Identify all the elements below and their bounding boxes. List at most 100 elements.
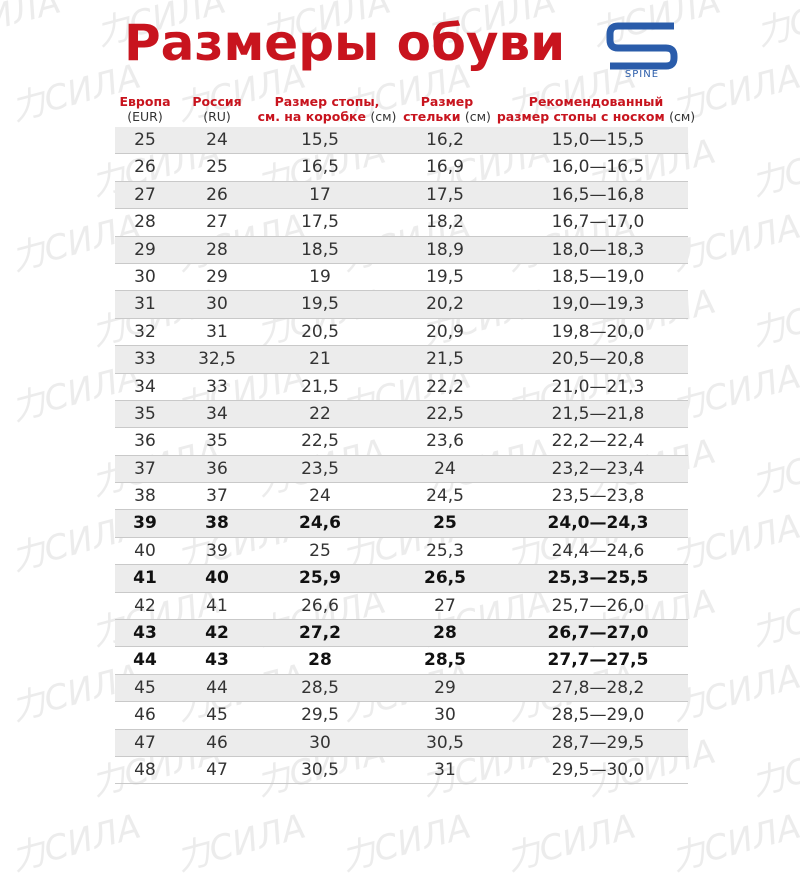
table-row: 36 35 22,5 23,6 22,2—22,4 [115,428,688,456]
cell-box: 20,5 [301,321,339,342]
table-row: 45 44 28,5 29 27,8—28,2 [115,674,688,703]
cell-ru: 45 [206,705,228,726]
cell-eur: 44 [133,650,157,671]
cell-eur: 26 [134,157,156,178]
cell-ru: 26 [206,184,228,205]
table-row: 41 40 25,9 26,5 25,3—25,5 [115,565,688,593]
cell-rec: 18,0—18,3 [551,239,645,260]
cell-rec: 20,5—20,8 [551,349,645,370]
cell-rec: 15,0—15,5 [551,130,645,150]
header-rec-unit: (см) [669,109,696,124]
cell-box: 22 [309,403,331,424]
cell-insole: 28,5 [424,650,466,671]
table-row: 31 30 19,5 20,2 19,0—19,3 [115,291,688,319]
cell-ru: 30 [206,294,228,315]
cell-eur: 38 [134,486,156,507]
header-box-line2: см. на коробке [257,109,367,124]
cell-eur: 34 [134,376,156,397]
table-row: 44 43 28 28,5 27,7—27,5 [115,647,688,675]
header-insole-line2: стельки [403,109,461,124]
cell-box: 28,5 [301,677,339,698]
header-eur-line2: (EUR) [127,109,163,124]
cell-rec: 21,5—21,8 [551,403,645,424]
cell-box: 17 [309,184,331,205]
cell-eur: 40 [134,540,156,561]
watermark-text: 力СИЛА [172,806,311,880]
table-row: 32 31 20,5 20,9 19,8—20,0 [115,319,688,347]
cell-rec: 25,3—25,5 [547,568,649,589]
watermark-text: 力СИЛА [7,806,146,880]
table-row: 40 39 25 25,3 24,4—24,6 [115,538,688,566]
cell-ru: 36 [206,458,228,479]
table-row: 42 41 26,6 27 25,7—26,0 [115,593,688,621]
cell-box: 30,5 [301,759,339,780]
header-insole-unit: (см) [464,109,491,124]
cell-rec: 29,5—30,0 [551,759,645,780]
cell-ru: 24 [206,130,228,150]
header-box-line1: Размер стопы, [274,94,380,109]
page-title: Размеры обуви [124,14,566,72]
table-row: 34 33 21,5 22,2 21,0—21,3 [115,374,688,401]
cell-insole: 21,5 [426,349,464,370]
cell-ru: 39 [206,540,228,561]
cell-ru: 41 [206,595,228,616]
cell-box: 24 [309,486,331,507]
cell-eur: 28 [134,212,156,233]
cell-box: 30 [309,732,331,753]
cell-rec: 18,5—19,0 [551,266,645,287]
cell-ru: 40 [205,568,229,589]
cell-insole: 26,5 [424,568,466,589]
cell-box: 26,6 [301,595,339,616]
cell-eur: 47 [134,732,156,753]
cell-ru: 43 [205,650,229,671]
header-recommended: Рекомендованный размер стопы с носком (с… [496,94,696,128]
cell-insole: 18,2 [426,212,464,233]
cell-eur: 31 [134,294,156,315]
cell-eur: 33 [134,349,156,370]
cell-eur: 39 [133,513,157,534]
cell-box: 21 [309,349,331,370]
cell-ru: 27 [206,212,228,233]
cell-eur: 36 [134,431,156,452]
cell-box: 21,5 [301,376,339,397]
cell-ru: 38 [205,513,229,534]
cell-insole: 25,3 [426,540,464,561]
table-row: 35 34 22 22,5 21,5—21,8 [115,400,688,429]
cell-insole: 20,2 [426,294,464,315]
header-eur: Европа (EUR) [112,94,178,128]
watermark-text: 力СИЛА [747,281,800,355]
watermark-text: 力СИЛА [337,806,476,880]
cell-rec: 24,4—24,6 [551,540,645,561]
cell-rec: 19,0—19,3 [551,294,645,315]
cell-ru: 35 [206,431,228,452]
cell-insole: 31 [434,759,456,780]
table-row: 29 28 18,5 18,9 18,0—18,3 [115,236,688,264]
table-row: 25 24 15,5 16,2 15,0—15,5 [115,127,688,155]
cell-eur: 45 [134,677,156,698]
watermark-text: 力СИЛА [0,0,66,55]
cell-insole: 30 [434,705,456,726]
cell-eur: 42 [134,595,156,616]
cell-insole: 17,5 [426,184,464,205]
table-row: 46 45 29,5 30 28,5—29,0 [115,702,688,730]
cell-ru: 25 [206,157,228,178]
size-table: 25 24 15,5 16,2 15,0—15,5 26 25 16,5 16,9 16,0—16… [115,127,688,785]
table-row: 48 47 30,5 31 29,5—30,0 [115,757,688,785]
cell-box: 29,5 [301,705,339,726]
table-row: 38 37 24 24,5 23,5—23,8 [115,483,688,511]
cell-box: 25 [309,540,331,561]
cell-rec: 19,8—20,0 [551,321,645,342]
cell-eur: 30 [134,266,156,287]
header-ru-line2: (RU) [203,109,231,124]
cell-box: 17,5 [301,212,339,233]
cell-box: 25,9 [299,568,341,589]
cell-ru: 28 [206,239,228,260]
cell-eur: 29 [134,239,156,260]
table-row: 28 27 17,5 18,2 16,7—17,0 [115,209,688,237]
logo-text: SPINE [625,69,659,78]
cell-eur: 43 [133,623,157,644]
cell-box: 19,5 [301,294,339,315]
cell-box: 18,5 [301,239,339,260]
cell-eur: 46 [134,705,156,726]
cell-insole: 16,9 [426,157,464,178]
